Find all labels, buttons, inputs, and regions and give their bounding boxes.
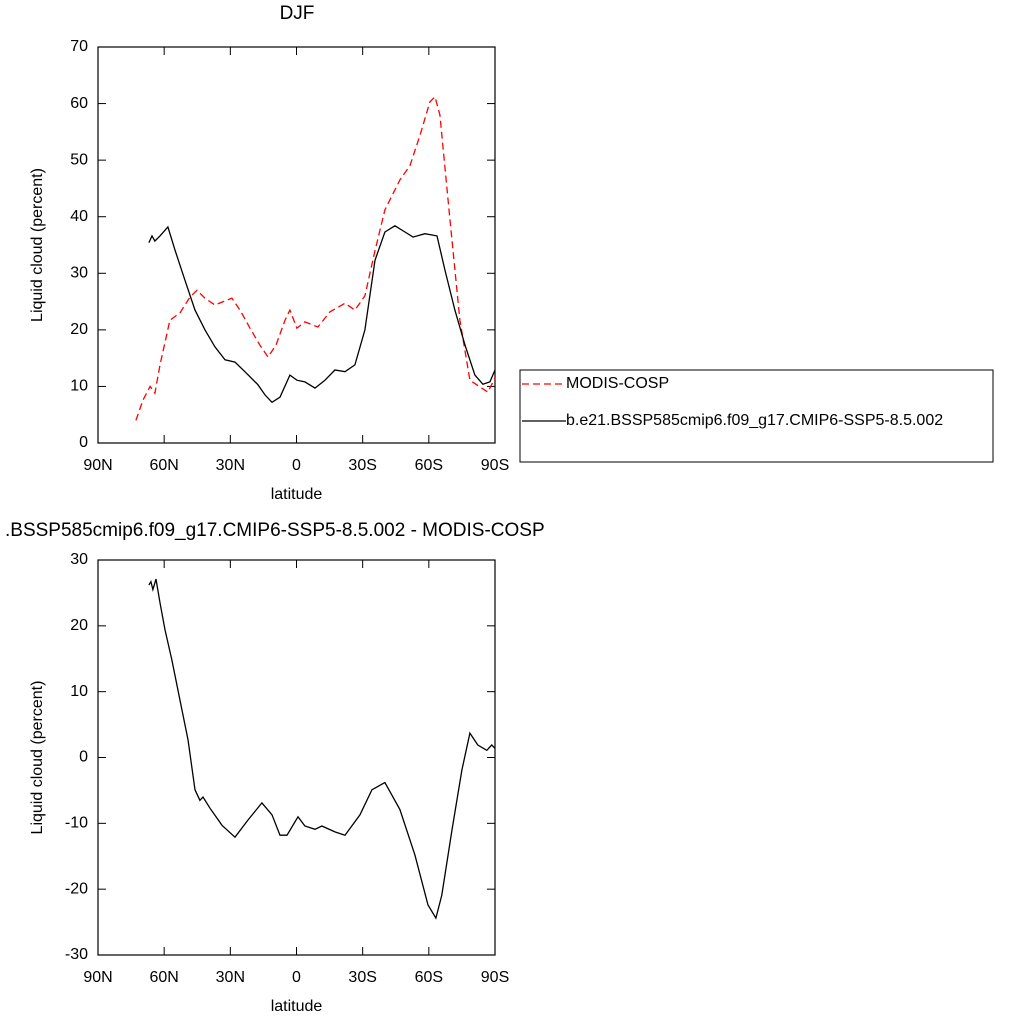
x-tick-label: 90N xyxy=(83,457,112,474)
x-tick-label: 60S xyxy=(415,969,443,986)
y-tick-label: 40 xyxy=(70,208,88,225)
y-tick-label: 30 xyxy=(70,551,88,568)
x-tick-label: 30N xyxy=(216,969,245,986)
data-line xyxy=(148,578,496,920)
y-tick-label: 70 xyxy=(70,38,88,55)
y-tick-label: 60 xyxy=(70,95,88,112)
y-tick-label: 50 xyxy=(70,151,88,168)
x-axis-label: latitude xyxy=(271,486,323,503)
y-tick-label: 0 xyxy=(79,749,88,766)
x-tick-label: 60N xyxy=(149,969,178,986)
y-tick-label: 10 xyxy=(70,683,88,700)
legend-box xyxy=(519,369,994,463)
x-tick-label: 90S xyxy=(481,457,509,474)
x-tick-label: 0 xyxy=(292,969,301,986)
x-tick-label: 60N xyxy=(149,457,178,474)
plot-frame xyxy=(97,559,496,956)
x-tick-label: 90S xyxy=(481,969,509,986)
y-tick-label: 10 xyxy=(70,378,88,395)
y-tick-label: 20 xyxy=(70,617,88,634)
y-tick-label: -10 xyxy=(65,815,88,832)
y-tick-label: 20 xyxy=(70,321,88,338)
y-tick-label: -20 xyxy=(65,880,88,897)
x-tick-label: 30N xyxy=(216,457,245,474)
x-tick-label: 30S xyxy=(348,969,376,986)
legend-label: MODIS-COSP xyxy=(566,375,669,392)
legend-label: b.e21.BSSP585cmip6.f09_g17.CMIP6-SSP5-8.… xyxy=(566,412,943,429)
y-axis-label: Liquid cloud (percent) xyxy=(29,168,46,322)
data-line xyxy=(135,95,496,421)
y-tick-label: 30 xyxy=(70,265,88,282)
x-tick-label: 0 xyxy=(292,457,301,474)
y-tick-label: 0 xyxy=(79,434,88,451)
x-tick-label: 60S xyxy=(415,457,443,474)
chart-title: DJF xyxy=(280,3,315,24)
data-line xyxy=(148,225,496,404)
y-tick-label: -30 xyxy=(65,946,88,963)
y-axis-label: Liquid cloud (percent) xyxy=(29,681,46,835)
x-tick-label: 30S xyxy=(348,457,376,474)
x-tick-label: 90N xyxy=(83,969,112,986)
plot-frame xyxy=(97,46,496,444)
x-axis-label: latitude xyxy=(271,998,323,1015)
chart-title: .BSSP585cmip6.f09_g17.CMIP6-SSP5-8.5.002… xyxy=(5,520,545,541)
